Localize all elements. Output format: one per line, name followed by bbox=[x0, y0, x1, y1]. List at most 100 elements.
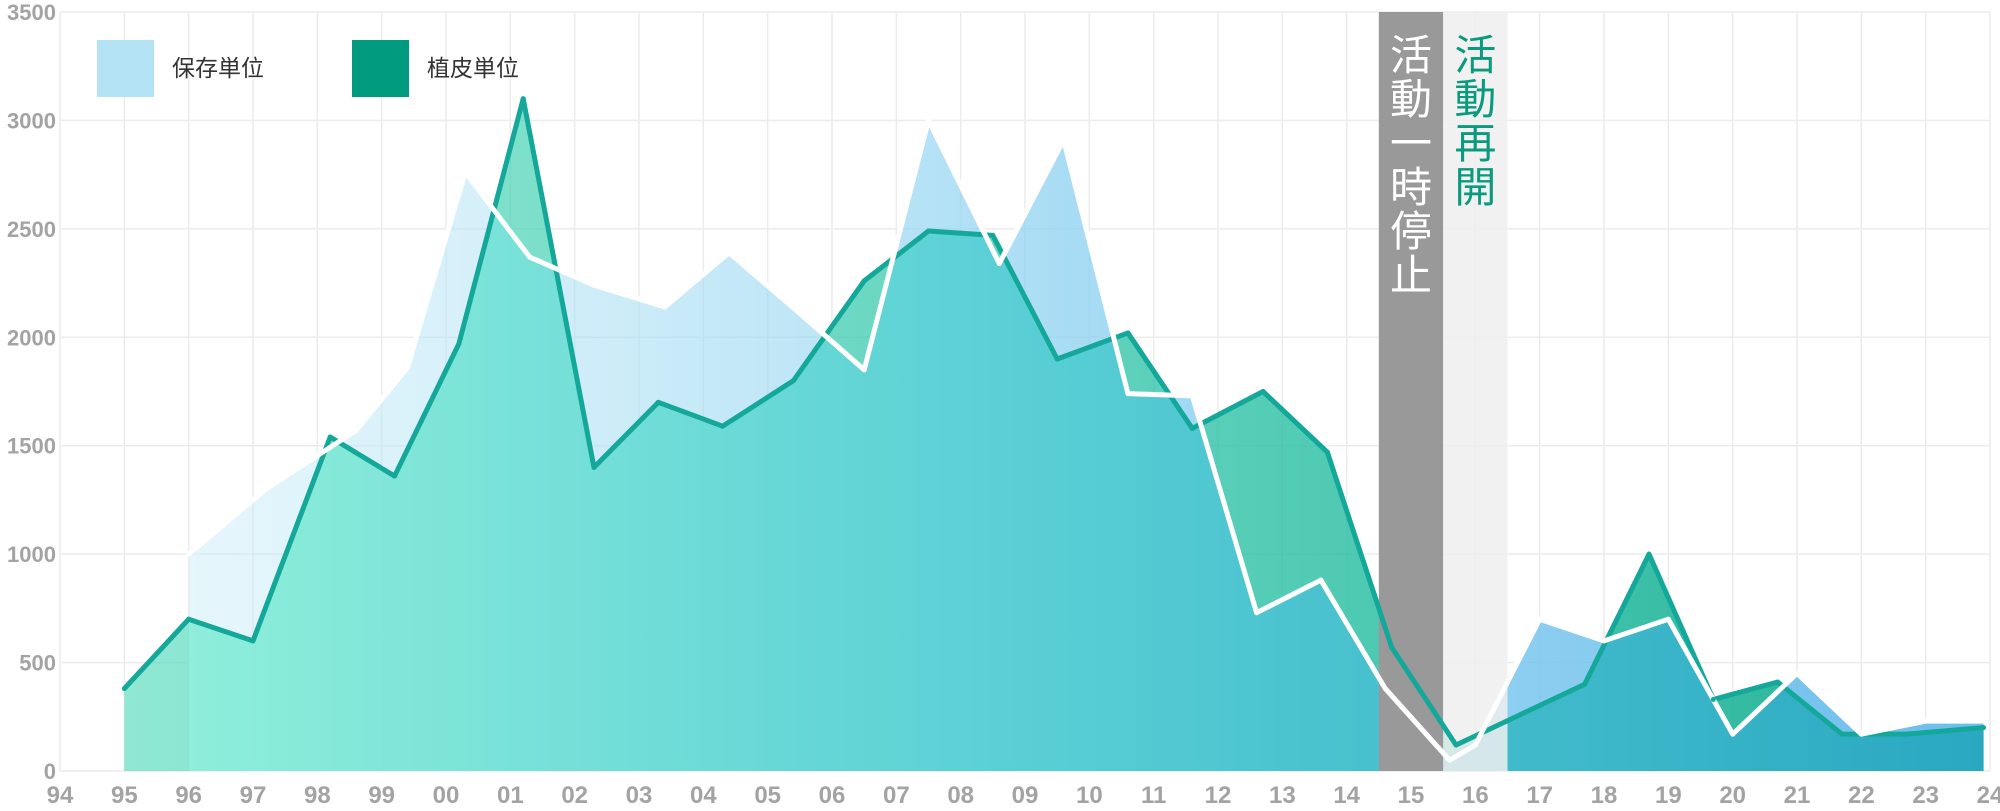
x-tick-label: 19 bbox=[1655, 782, 1682, 809]
point-preservation bbox=[1061, 137, 1067, 143]
annotation-resume-char: 開 bbox=[1454, 163, 1496, 212]
point-preservation bbox=[926, 117, 931, 123]
x-tick-label: 00 bbox=[433, 782, 460, 809]
legend-label: 保存単位 bbox=[172, 56, 264, 82]
point-transplant bbox=[392, 473, 398, 479]
point-transplant bbox=[1646, 551, 1652, 557]
point-preservation bbox=[1665, 616, 1671, 622]
x-tick-label: 09 bbox=[1012, 782, 1039, 809]
point-preservation bbox=[1318, 577, 1324, 583]
x-tick-label: 11 bbox=[1141, 782, 1166, 809]
point-transplant bbox=[1389, 644, 1395, 650]
point-preservation bbox=[1981, 718, 1987, 724]
x-tick-label: 15 bbox=[1398, 782, 1425, 809]
annotation-pause-char: 時 bbox=[1390, 163, 1432, 212]
point-preservation bbox=[591, 282, 597, 288]
points-transplant bbox=[121, 96, 1987, 748]
point-preservation bbox=[462, 169, 468, 175]
x-tick-label: 22 bbox=[1848, 782, 1875, 809]
y-tick-label: 2000 bbox=[7, 325, 56, 350]
x-tick-label: 97 bbox=[240, 782, 267, 809]
point-preservation bbox=[1537, 616, 1543, 622]
point-transplant bbox=[1517, 712, 1523, 718]
y-tick-label: 500 bbox=[19, 651, 56, 676]
point-transplant bbox=[1453, 742, 1459, 748]
annotation-resume-char: 活 bbox=[1454, 31, 1496, 80]
legend-label: 植皮単位 bbox=[427, 56, 519, 82]
point-preservation bbox=[1189, 393, 1195, 399]
point-preservation bbox=[1601, 638, 1607, 644]
x-tick-label: 23 bbox=[1912, 782, 1939, 809]
point-preservation bbox=[1447, 757, 1453, 763]
point-preservation bbox=[186, 551, 192, 557]
point-preservation bbox=[726, 250, 732, 256]
x-tick-label: 96 bbox=[175, 782, 202, 809]
point-transplant bbox=[1189, 425, 1195, 431]
point-preservation bbox=[1254, 610, 1260, 616]
x-axis: 94 95 96 97 98 99 00 01 02 03 04 05 06 07 08 09 10 11 12 13… bbox=[47, 782, 2000, 809]
x-tick-label: 99 bbox=[368, 782, 395, 809]
legend: 保存単位 植皮単位 bbox=[97, 40, 519, 97]
point-preservation bbox=[861, 367, 867, 373]
band-resume bbox=[1443, 12, 1508, 771]
x-tick-label: 10 bbox=[1076, 782, 1103, 809]
y-tick-label: 1000 bbox=[7, 542, 56, 567]
area-overlap bbox=[188, 120, 1984, 771]
point-transplant bbox=[926, 228, 931, 234]
point-transplant bbox=[1324, 449, 1330, 455]
x-tick-label: 21 bbox=[1784, 782, 1811, 809]
x-tick-label: 04 bbox=[690, 782, 717, 809]
annotation-resume-char: 再 bbox=[1454, 119, 1496, 168]
point-transplant bbox=[655, 399, 661, 405]
point-preservation bbox=[1923, 718, 1929, 724]
point-transplant bbox=[1903, 731, 1909, 737]
y-tick-label: 0 bbox=[44, 759, 56, 784]
point-preservation bbox=[1125, 391, 1131, 397]
y-tick-label: 2500 bbox=[7, 217, 56, 242]
x-tick-label: 17 bbox=[1526, 782, 1553, 809]
point-transplant bbox=[1839, 731, 1845, 737]
point-preservation bbox=[662, 304, 668, 310]
point-transplant bbox=[1582, 681, 1588, 687]
legend-swatch bbox=[352, 40, 409, 97]
point-transplant bbox=[720, 423, 726, 429]
x-tick-label: 06 bbox=[819, 782, 846, 809]
x-tick-label: 03 bbox=[626, 782, 653, 809]
point-preservation bbox=[1858, 731, 1864, 737]
x-tick-label: 16 bbox=[1462, 782, 1489, 809]
point-preservation bbox=[1794, 670, 1800, 676]
point-transplant bbox=[250, 638, 256, 644]
point-preservation bbox=[353, 428, 359, 434]
point-transplant bbox=[861, 278, 867, 284]
annotation-resume-char: 動 bbox=[1454, 75, 1496, 124]
x-tick-label: 12 bbox=[1205, 782, 1232, 809]
point-preservation bbox=[263, 486, 269, 492]
y-tick-label: 3500 bbox=[7, 0, 56, 25]
point-transplant bbox=[1981, 725, 1987, 731]
y-tick-label: 3000 bbox=[7, 108, 56, 133]
x-tick-label: 94 bbox=[47, 782, 74, 809]
point-transplant bbox=[520, 96, 526, 102]
point-preservation bbox=[996, 261, 1002, 267]
point-preservation bbox=[1382, 686, 1388, 692]
legend-swatch bbox=[97, 40, 154, 97]
point-transplant bbox=[186, 616, 192, 622]
x-tick-label: 18 bbox=[1591, 782, 1618, 809]
point-preservation bbox=[527, 254, 533, 260]
annotation-pause-char: 動 bbox=[1390, 75, 1432, 124]
point-transplant bbox=[121, 686, 127, 692]
point-transplant bbox=[990, 232, 996, 238]
x-tick-label: 24 bbox=[1977, 782, 2000, 809]
x-tick-label: 95 bbox=[111, 782, 138, 809]
point-preservation bbox=[797, 310, 803, 316]
annotation-pause-char: 止 bbox=[1390, 251, 1432, 300]
point-preservation bbox=[1472, 742, 1478, 748]
point-transplant bbox=[327, 434, 333, 440]
x-tick-label: 08 bbox=[947, 782, 974, 809]
point-transplant bbox=[1054, 356, 1060, 362]
x-tick-label: 98 bbox=[304, 782, 331, 809]
y-axis: 0 500 1000 1500 2000 2500 3000 3500 bbox=[7, 0, 56, 784]
point-transplant bbox=[1710, 696, 1716, 702]
point-transplant bbox=[790, 378, 796, 384]
